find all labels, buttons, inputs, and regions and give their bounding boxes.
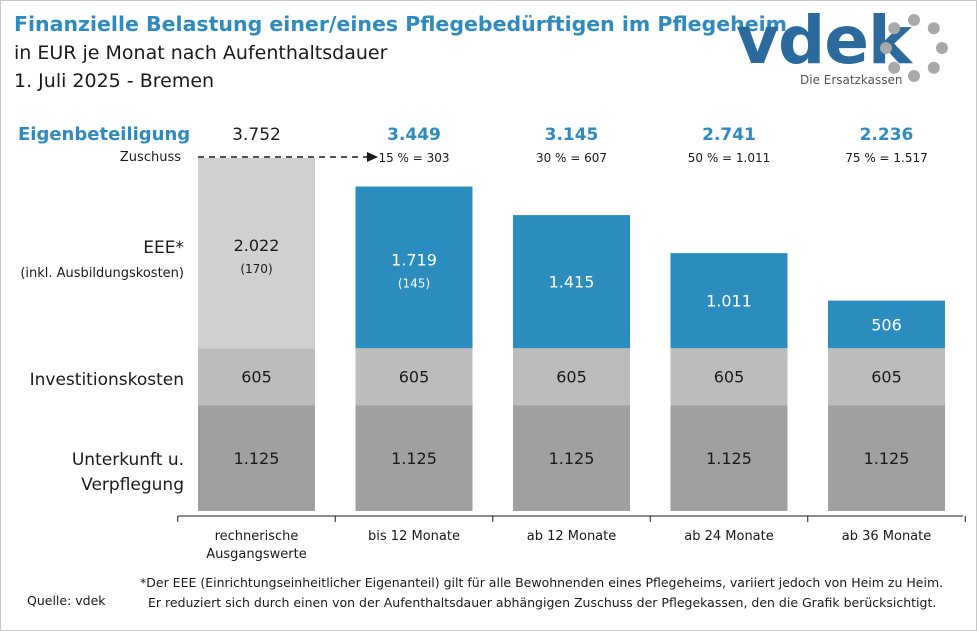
eee-value-label: 1.719 xyxy=(391,250,437,269)
chart-title: Finanzielle Belastung einer/eines Pflege… xyxy=(14,12,788,36)
eee-label-line2: (inkl. Ausbildungskosten) xyxy=(20,266,184,281)
chart-date-line: 1. Juli 2025 - Bremen xyxy=(14,70,215,92)
eigenbeteiligung-value: 2.236 xyxy=(860,125,914,145)
vdek-logo-tagline: Die Ersatzkassen xyxy=(800,73,903,87)
zuschuss-value: 75 % = 1.517 xyxy=(845,151,928,165)
vdek-logo-ring-icon xyxy=(880,14,948,82)
invest-segment xyxy=(828,348,945,406)
zuschuss-value: 15 % = 303 xyxy=(378,151,449,165)
eee-row-label: EEE* (inkl. Ausbildungskosten) xyxy=(10,236,184,286)
eigenbeteiligung-label: Eigenbeteiligung xyxy=(18,124,191,145)
vdek-logo-text: vdek xyxy=(736,2,912,79)
source-label: Quelle: vdek xyxy=(27,593,106,608)
unterkunft-value-label: 1.125 xyxy=(706,449,752,468)
invest-segment xyxy=(355,348,473,406)
eee-segment xyxy=(828,300,945,349)
unterkunft-value-label: 1.125 xyxy=(549,449,595,468)
unterkunft-value-label: 1.125 xyxy=(234,449,280,468)
category-label: rechnerische xyxy=(215,529,299,544)
zuschuss-value: 30 % = 607 xyxy=(536,151,607,165)
eee-value-label: 506 xyxy=(871,315,902,334)
category-label: ab 36 Monate xyxy=(842,529,932,544)
category-label: Ausgangswerte xyxy=(206,547,306,562)
invest-segment xyxy=(198,348,315,406)
unterkunft-row-label: Unterkunft u. Verpflegung xyxy=(10,448,184,498)
unterkunft-label-line2: Verpflegung xyxy=(81,475,184,495)
invest-value-label: 605 xyxy=(241,368,272,387)
zuschuss-label: Zuschuss xyxy=(119,150,181,165)
invest-segment xyxy=(670,348,788,406)
eigenbeteiligung-value: 3.752 xyxy=(232,125,281,145)
unterkunft-value-label: 1.125 xyxy=(391,449,437,468)
unterkunft-segment xyxy=(670,405,788,511)
eee-value-label: 1.011 xyxy=(706,292,752,311)
eee-segment xyxy=(198,158,315,349)
unterkunft-value-label: 1.125 xyxy=(864,449,910,468)
footnote-line1: *Der EEE (Einrichtungseinheitlicher Eige… xyxy=(140,575,944,590)
unterkunft-segment xyxy=(198,405,315,511)
category-label: bis 12 Monate xyxy=(368,529,460,544)
eigenbeteiligung-value: 3.145 xyxy=(545,125,599,145)
chart-subtitle: in EUR je Monat nach Aufenthaltsdauer xyxy=(14,42,388,64)
invest-value-label: 605 xyxy=(399,368,430,387)
eee-segment xyxy=(513,215,630,349)
zuschuss-value: 50 % = 1.011 xyxy=(688,151,771,165)
unterkunft-segment xyxy=(355,405,473,511)
eee-value-label: 1.415 xyxy=(549,273,595,292)
unterkunft-segment xyxy=(828,405,945,511)
footnote-line2: Er reduziert sich durch einen von der Au… xyxy=(148,595,937,610)
category-label: ab 12 Monate xyxy=(527,529,617,544)
eigenbeteiligung-value: 3.449 xyxy=(387,125,441,145)
eee-sub-label: (170) xyxy=(240,262,272,276)
eee-segment xyxy=(670,253,788,349)
invest-row-label: Investitionskosten xyxy=(29,370,184,390)
zuschuss-arrow-head xyxy=(367,152,378,162)
invest-value-label: 605 xyxy=(871,368,902,387)
invest-segment xyxy=(513,348,630,406)
eee-value-label: 2.022 xyxy=(234,236,280,255)
unterkunft-label-line1: Unterkunft u. xyxy=(71,450,184,470)
category-label: ab 24 Monate xyxy=(684,529,774,544)
footnote: *Der EEE (Einrichtungseinheitlicher Eige… xyxy=(140,573,943,613)
eee-label-line1: EEE* xyxy=(143,238,184,258)
eigenbeteiligung-value: 2.741 xyxy=(702,125,756,145)
eee-segment xyxy=(355,186,473,349)
eee-sub-label: (145) xyxy=(398,276,430,290)
invest-value-label: 605 xyxy=(556,368,587,387)
unterkunft-segment xyxy=(513,405,630,511)
invest-value-label: 605 xyxy=(714,368,745,387)
